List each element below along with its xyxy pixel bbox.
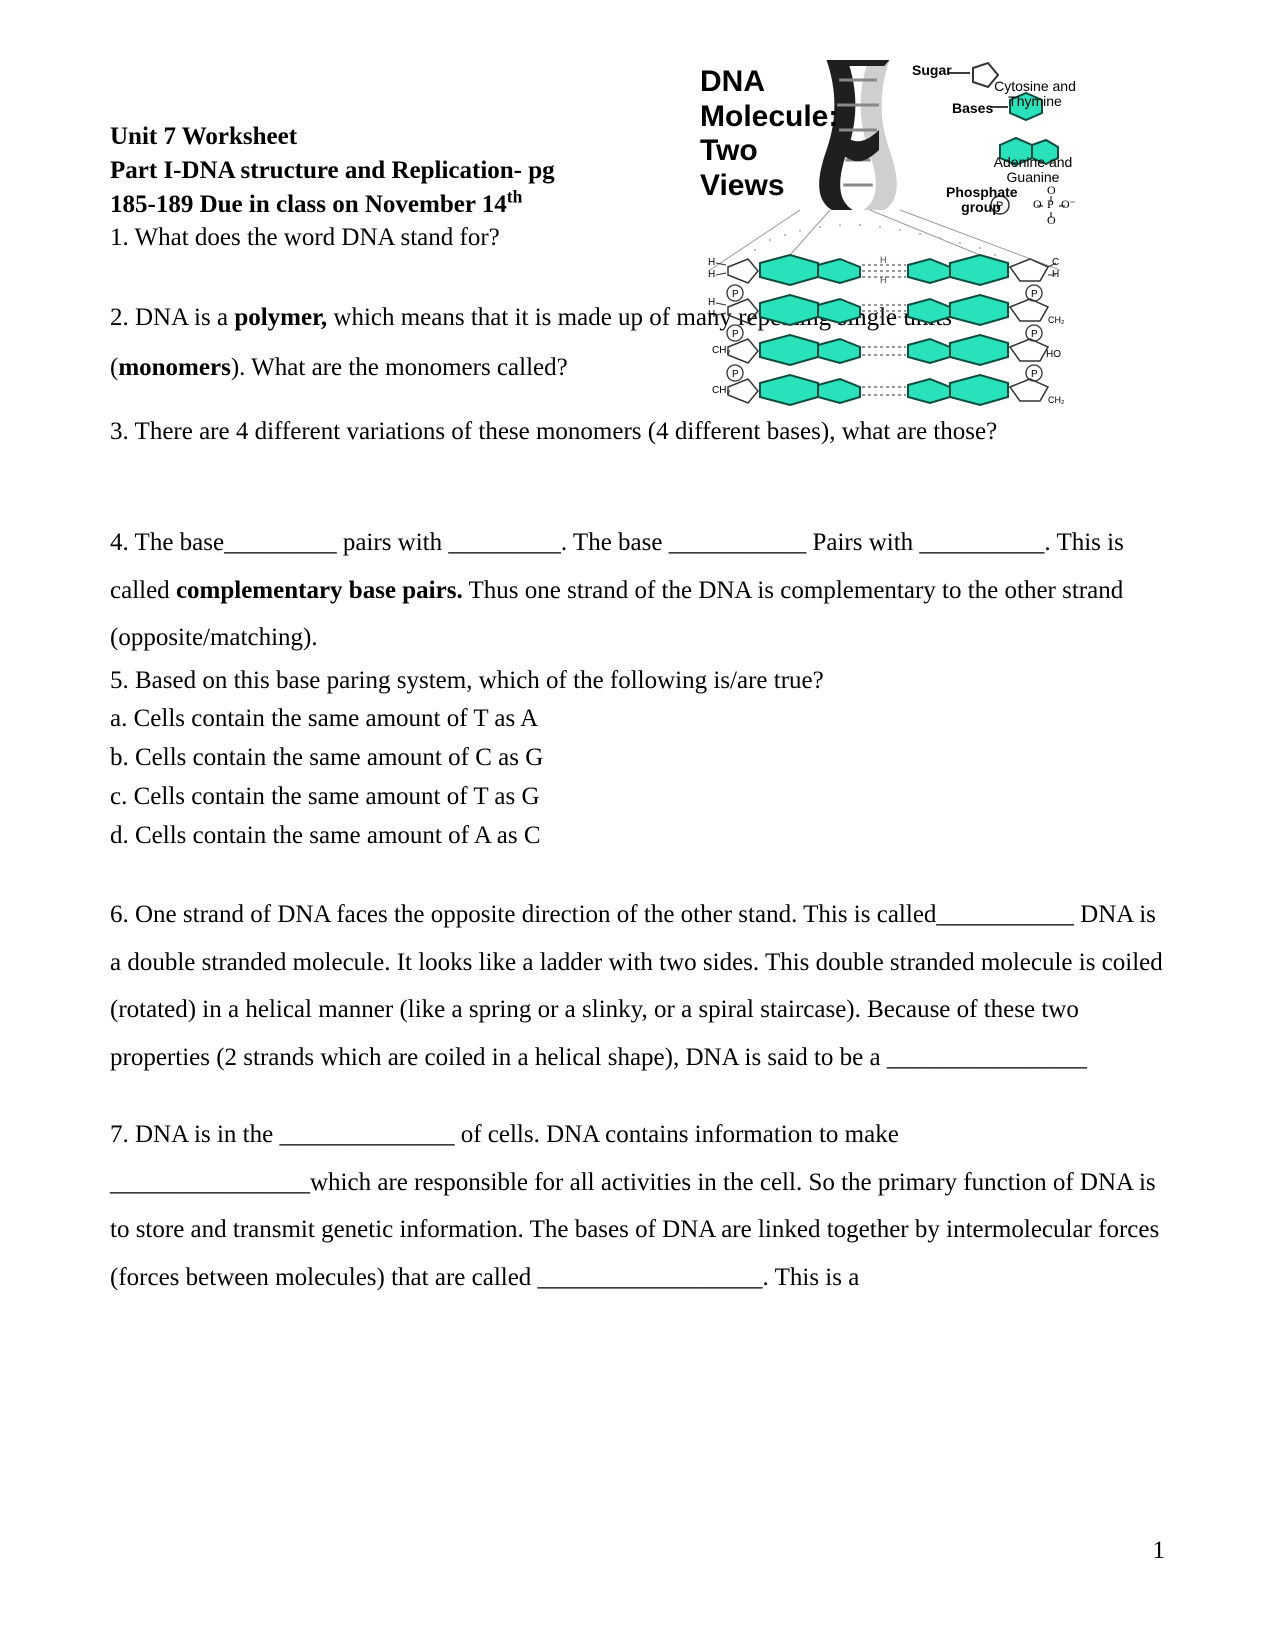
dna-diagram: O O O⁻ O P P <box>690 55 1185 450</box>
svg-text:P: P <box>1031 369 1038 380</box>
svg-text:P: P <box>732 329 739 340</box>
svg-text:C: C <box>1052 257 1059 268</box>
svg-text:O: O <box>1033 197 1042 211</box>
svg-text:P: P <box>1031 329 1038 340</box>
svg-text:O⁻: O⁻ <box>1061 197 1076 211</box>
diagram-title: DNA Molecule: Two Views <box>700 65 838 203</box>
label-phosphate: Phosphategroup <box>946 185 1016 216</box>
spacer <box>110 499 1165 519</box>
diagram-title-l1: DNA <box>700 65 765 98</box>
q5-opt-c: c. Cells contain the same amount of T as… <box>110 778 1165 817</box>
question-4: 4. The base_________ pairs with ________… <box>110 519 1165 662</box>
svg-text:H: H <box>880 275 887 285</box>
q5-opt-d: d. Cells contain the same amount of A as… <box>110 817 1165 856</box>
svg-text:H: H <box>880 255 887 265</box>
svg-text:P: P <box>732 289 739 300</box>
label-ct: Cytosine andThymine <box>990 79 1080 110</box>
label-bases: Bases <box>952 101 993 116</box>
page-number: 1 <box>1153 1537 1166 1565</box>
question-7: 7. DNA is in the ______________ of cells… <box>110 1111 1165 1301</box>
svg-text:CH₂: CH₂ <box>712 385 730 396</box>
svg-text:P: P <box>1031 289 1038 300</box>
q5-opt-a: a. Cells contain the same amount of T as… <box>110 700 1165 739</box>
q5-stem: 5. Based on this base paring system, whi… <box>110 662 1165 701</box>
label-sugar: Sugar <box>912 63 952 78</box>
svg-text:CH₂: CH₂ <box>1048 315 1065 325</box>
worksheet-page: O O O⁻ O P P <box>0 0 1275 1650</box>
q5-opt-b: b. Cells contain the same amount of C as… <box>110 739 1165 778</box>
svg-text:CH₂: CH₂ <box>712 345 730 356</box>
svg-text:H: H <box>708 269 715 280</box>
label-ag: Adenine andGuanine <box>988 155 1078 186</box>
svg-text:H: H <box>708 297 715 308</box>
question-6: 6. One strand of DNA faces the opposite … <box>110 891 1165 1081</box>
diagram-title-l3: Two <box>700 134 758 167</box>
question-5: 5. Based on this base paring system, whi… <box>110 662 1165 856</box>
svg-text:P: P <box>732 369 739 380</box>
diagram-title-l2: Molecule: <box>700 100 838 133</box>
svg-text:H: H <box>708 257 715 268</box>
diagram-title-l4: Views <box>700 169 785 202</box>
svg-text:HO: HO <box>1046 349 1061 360</box>
svg-text:H: H <box>708 309 715 320</box>
spacer <box>110 855 1165 891</box>
svg-text:CH₂: CH₂ <box>1048 395 1065 405</box>
